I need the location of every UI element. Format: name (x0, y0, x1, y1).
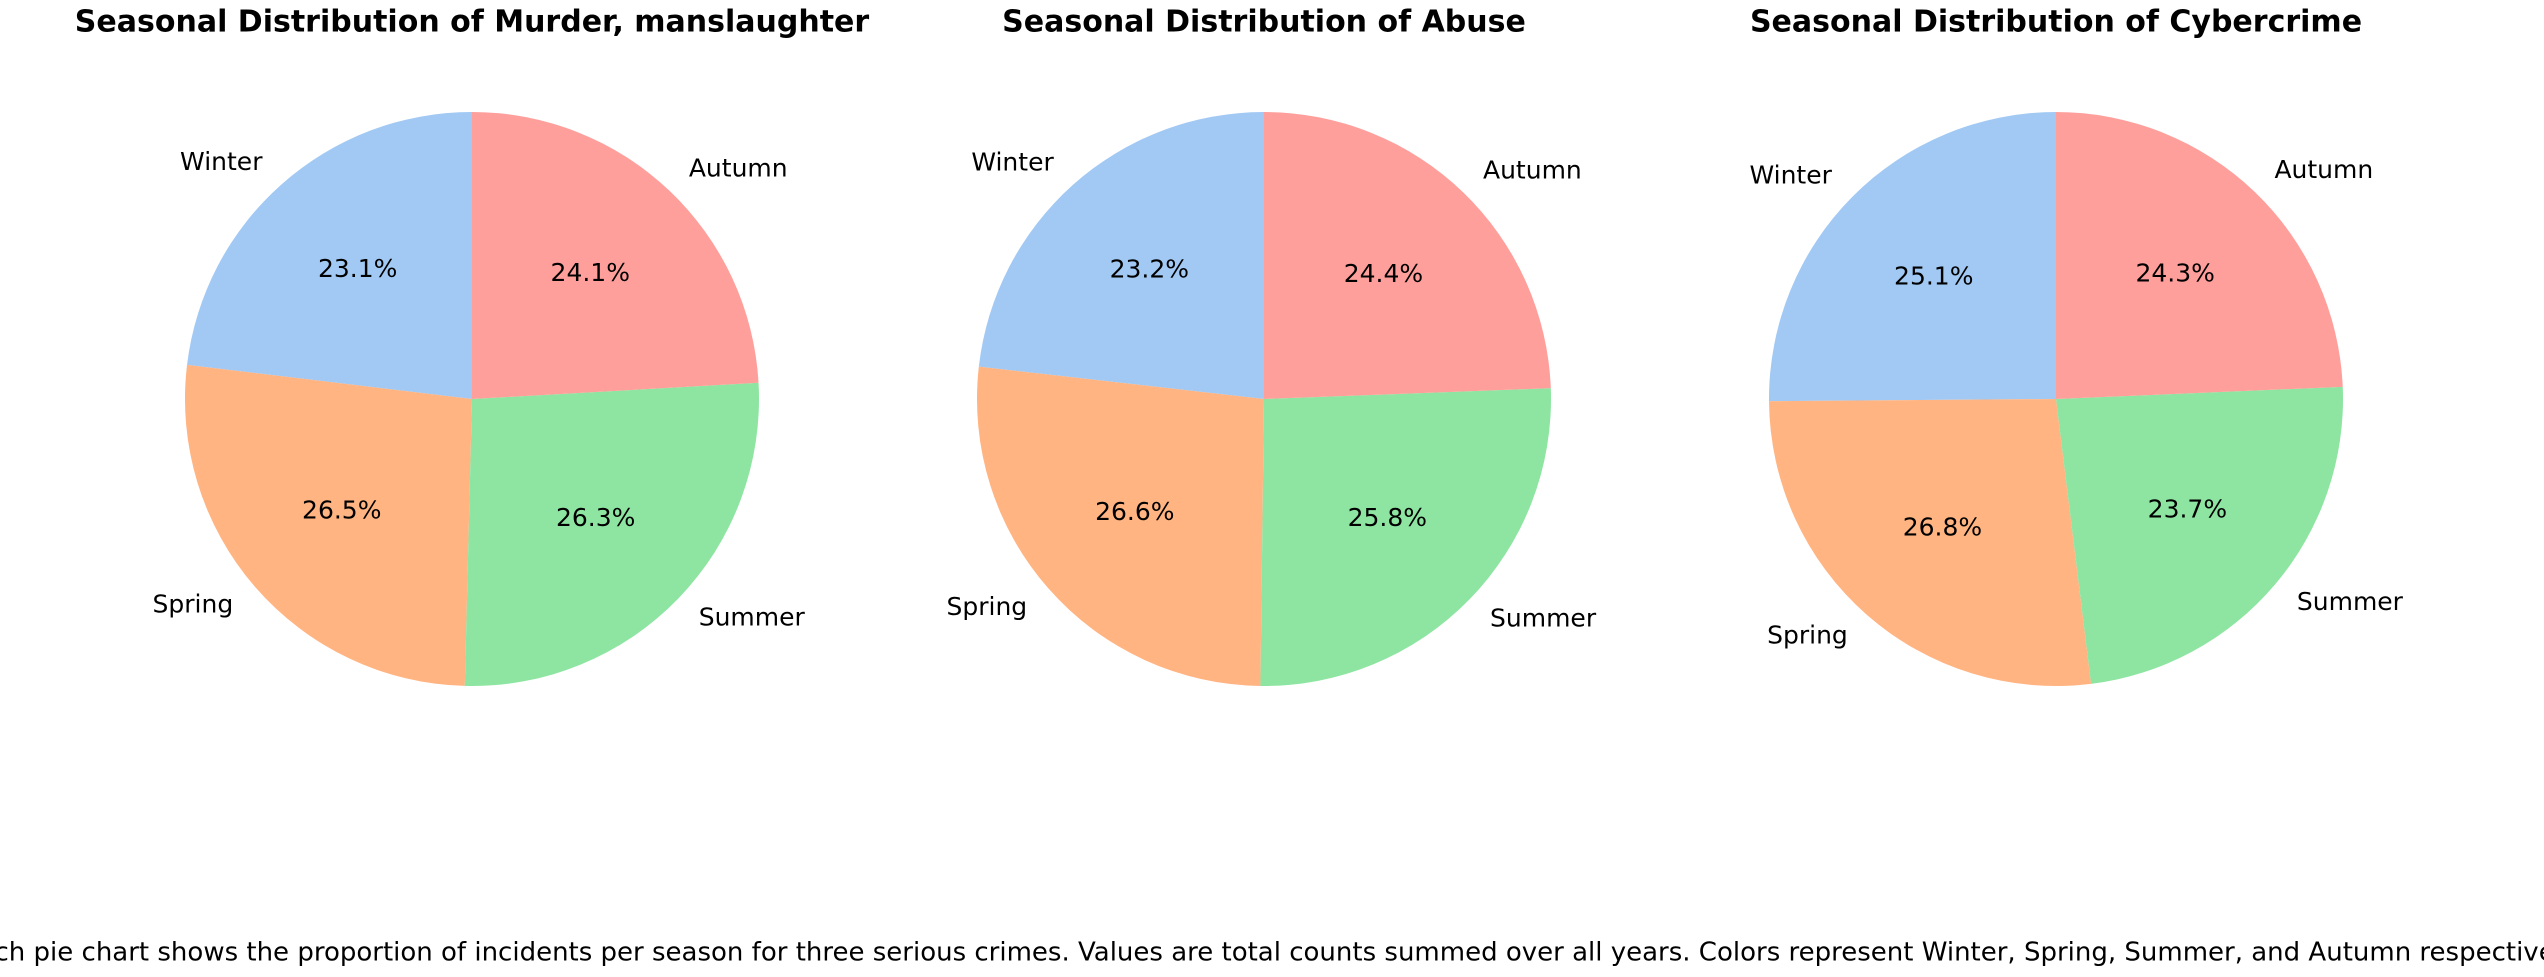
slice-label: Spring (1767, 620, 1848, 649)
pie-slice (977, 366, 1264, 686)
value-label: 26.5% (302, 496, 381, 525)
slice-label: Spring (947, 592, 1028, 621)
slice-label: Autumn (1483, 156, 1582, 185)
slice-label: Summer (2297, 587, 2404, 616)
value-label: 24.1% (551, 258, 630, 287)
value-label: 26.8% (1903, 512, 1982, 541)
pie-slice (2056, 386, 2344, 684)
value-label: 24.4% (1344, 259, 1423, 288)
chart-title: Seasonal Distribution of Murder, manslau… (75, 5, 870, 40)
chart-title: Seasonal Distribution of Cybercrime (1750, 5, 2362, 40)
value-label: 26.6% (1095, 497, 1174, 526)
pie-slice (1260, 388, 1551, 686)
pie-slice (185, 364, 472, 686)
slice-label: Winter (180, 147, 263, 176)
value-label: 25.8% (1348, 503, 1427, 532)
pie-slice (472, 112, 759, 399)
slice-label: Winter (971, 148, 1054, 177)
pie-slice (2056, 112, 2343, 399)
slice-label: Spring (153, 590, 234, 619)
value-label: 24.3% (2135, 259, 2214, 288)
pie-slice (1264, 112, 1551, 399)
slice-label: Summer (699, 603, 806, 632)
value-label: 26.3% (556, 503, 635, 532)
slice-label: Autumn (689, 154, 788, 183)
chart-title: Seasonal Distribution of Abuse (1002, 5, 1526, 40)
slice-label: Autumn (2274, 155, 2373, 184)
pie-slice (1769, 399, 2092, 686)
value-label: 25.1% (1894, 262, 1973, 291)
pie-slice (464, 382, 759, 686)
value-label: 23.2% (1110, 255, 1189, 284)
slice-label: Summer (1490, 603, 1597, 632)
slice-label: Winter (1749, 161, 1832, 190)
pie-slice (978, 112, 1264, 399)
pie-slice (1769, 112, 2056, 402)
value-label: 23.7% (2148, 494, 2227, 523)
caption: Each pie chart shows the proportion of i… (0, 938, 2544, 968)
pie-slice (187, 112, 472, 399)
value-label: 23.1% (318, 254, 397, 283)
